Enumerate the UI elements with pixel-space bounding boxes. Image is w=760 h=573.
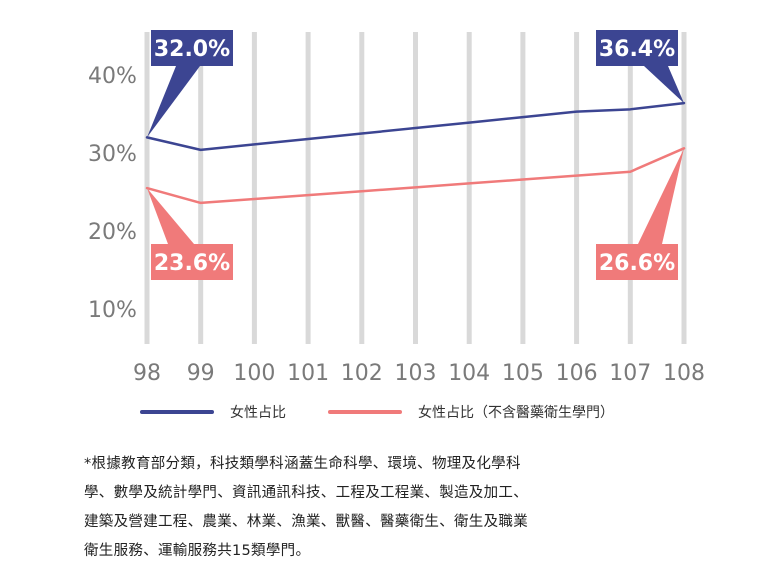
callout-box	[151, 30, 233, 66]
x-tick-label: 108	[663, 361, 705, 386]
x-axis: 98 99 100 101 102 103 104 105 106 107 108	[133, 361, 705, 386]
callout-box	[596, 30, 678, 66]
y-tick-label: 40%	[88, 64, 137, 89]
callout-value-label: 36.4%	[599, 37, 675, 62]
x-tick-label: 101	[287, 361, 329, 386]
legend-label: 女性占比	[230, 405, 286, 421]
legend-swatch-navy	[140, 410, 214, 414]
series-line-1	[145, 147, 686, 205]
line-chart: 10% 20% 30% 40% 98 99 100 101 102 103 104 105 106 10…	[88, 30, 705, 386]
x-tick-label: 107	[609, 361, 651, 386]
y-tick-label: 20%	[88, 220, 137, 245]
footnote-line: 建築及營建工程、農業、林業、漁業、獸醫、醫藥衛生、衛生及職業	[84, 514, 528, 530]
callout-box	[596, 244, 678, 280]
y-tick-label: 30%	[88, 142, 137, 167]
series-line-0	[145, 101, 686, 152]
legend-swatch-coral	[328, 410, 402, 414]
footnote-line: 學、數學及統計學門、資訊通訊科技、工程及工程業、製造及加工、	[84, 485, 528, 501]
legend: 女性占比 女性占比（不含醫藥衛生學門）	[140, 402, 656, 422]
callout-pointer	[147, 66, 200, 138]
legend-item-female-ratio-excl-medical: 女性占比（不含醫藥衛生學門）	[328, 402, 614, 422]
callout-box	[151, 244, 233, 280]
callout-value-label: 23.6%	[154, 251, 230, 276]
callout-pointer	[638, 148, 684, 244]
value-callouts: 32.0% 36.4% 23.6% 26.6%	[147, 30, 684, 280]
x-tick-label: 104	[448, 361, 490, 386]
footnote-line: 衛生服務、運輸服務共15類學門。	[84, 543, 311, 559]
y-axis: 10% 20% 30% 40%	[88, 64, 137, 323]
x-tick-label: 102	[341, 361, 383, 386]
callout-pointer	[644, 66, 684, 104]
x-tick-label: 99	[187, 361, 215, 386]
x-tick-label: 105	[502, 361, 544, 386]
x-tick-label: 103	[395, 361, 437, 386]
series-lines	[145, 101, 686, 205]
footnote-line: *根據教育部分類，科技類學科涵蓋生命科學、環境、物理及化學科	[84, 456, 521, 472]
x-tick-label: 106	[556, 361, 598, 386]
x-tick-label: 98	[133, 361, 161, 386]
callout-value-label: 26.6%	[599, 251, 675, 276]
y-tick-label: 10%	[88, 298, 137, 323]
x-tick-label: 100	[233, 361, 275, 386]
callout-pointer	[147, 188, 194, 244]
legend-label: 女性占比（不含醫藥衛生學門）	[418, 405, 614, 421]
callout-value-label: 32.0%	[154, 37, 230, 62]
legend-item-female-ratio: 女性占比	[140, 402, 286, 422]
footnote: *根據教育部分類，科技類學科涵蓋生命科學、環境、物理及化學科 學、數學及統計學門…	[84, 450, 644, 566]
